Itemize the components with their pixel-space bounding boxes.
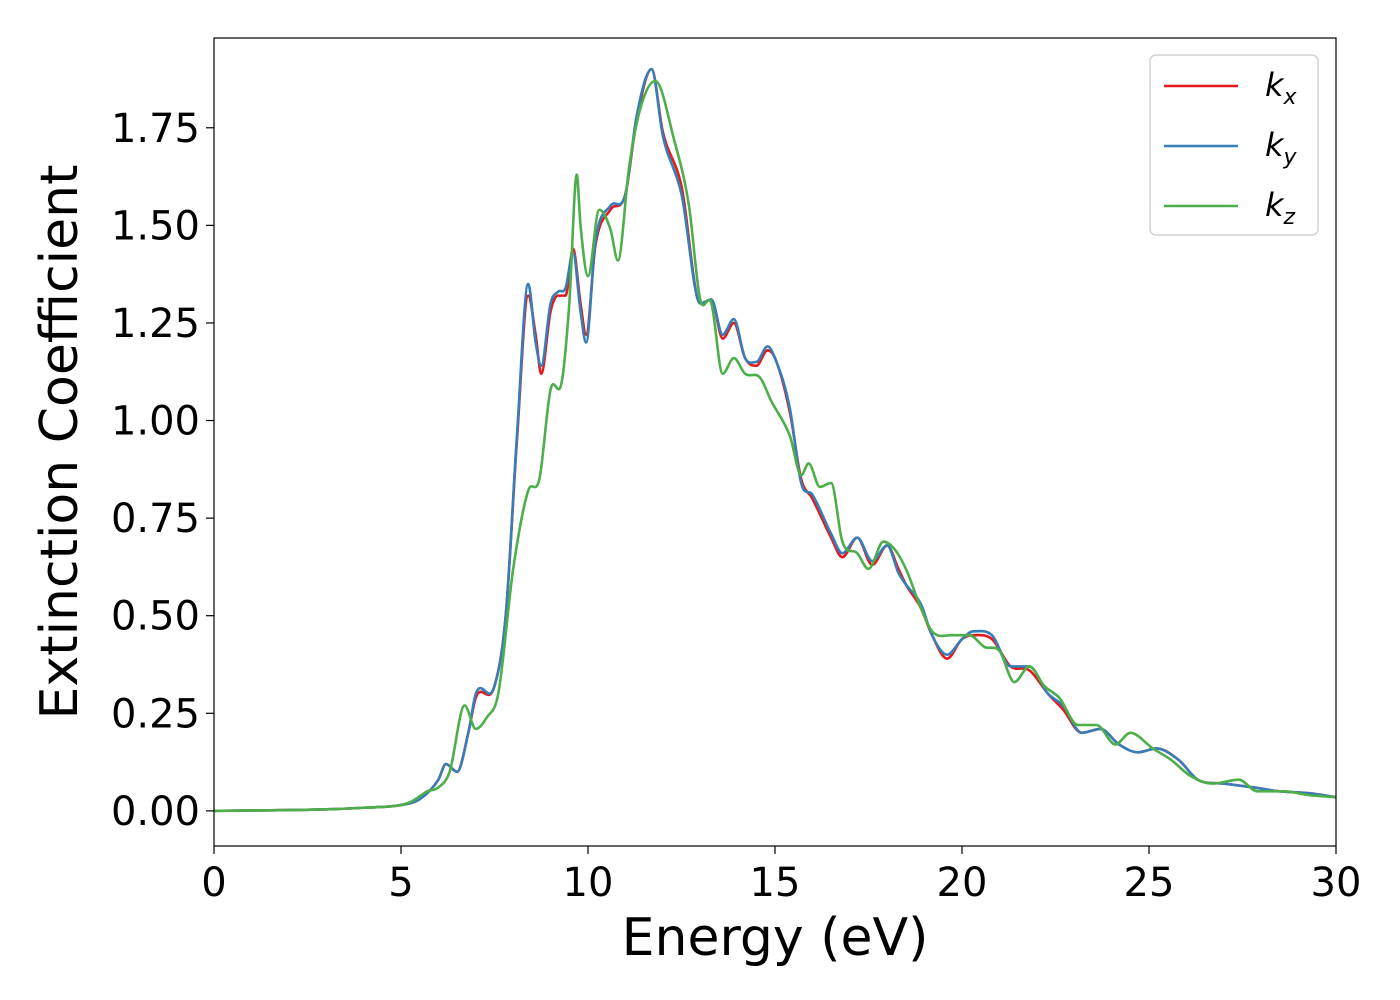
x-tick-label: 30 xyxy=(1311,860,1362,906)
y-axis-title: Extinction Coefficient xyxy=(30,165,90,720)
x-tick-label: 15 xyxy=(750,860,801,906)
y-tick-label: 0.00 xyxy=(111,789,200,835)
y-tick-label: 1.75 xyxy=(111,106,200,152)
y-axis-ticks: 0.00 0.25 0.50 0.75 1.00 1.25 1.50 1.75 xyxy=(111,106,214,835)
x-tick-label: 5 xyxy=(388,860,413,906)
x-axis-ticks: 0 5 10 15 20 25 30 xyxy=(201,846,1361,906)
y-tick-label: 0.25 xyxy=(111,691,200,737)
legend-label-y: ky xyxy=(1265,126,1298,170)
plot-background xyxy=(214,38,1336,846)
y-tick-label: 0.50 xyxy=(111,594,200,640)
y-tick-label: 0.75 xyxy=(111,496,200,542)
y-tick-label: 1.50 xyxy=(111,203,200,249)
x-tick-label: 10 xyxy=(563,860,614,906)
x-tick-label: 20 xyxy=(937,860,988,906)
series-layer xyxy=(213,67,1337,813)
x-axis-title: Energy (eV) xyxy=(622,908,929,968)
y-tick-label: 1.25 xyxy=(111,301,200,347)
y-tick-label: 1.00 xyxy=(111,399,200,445)
x-tick-label: 25 xyxy=(1124,860,1175,906)
x-tick-label: 0 xyxy=(201,860,226,906)
series-line-z xyxy=(213,79,1337,813)
